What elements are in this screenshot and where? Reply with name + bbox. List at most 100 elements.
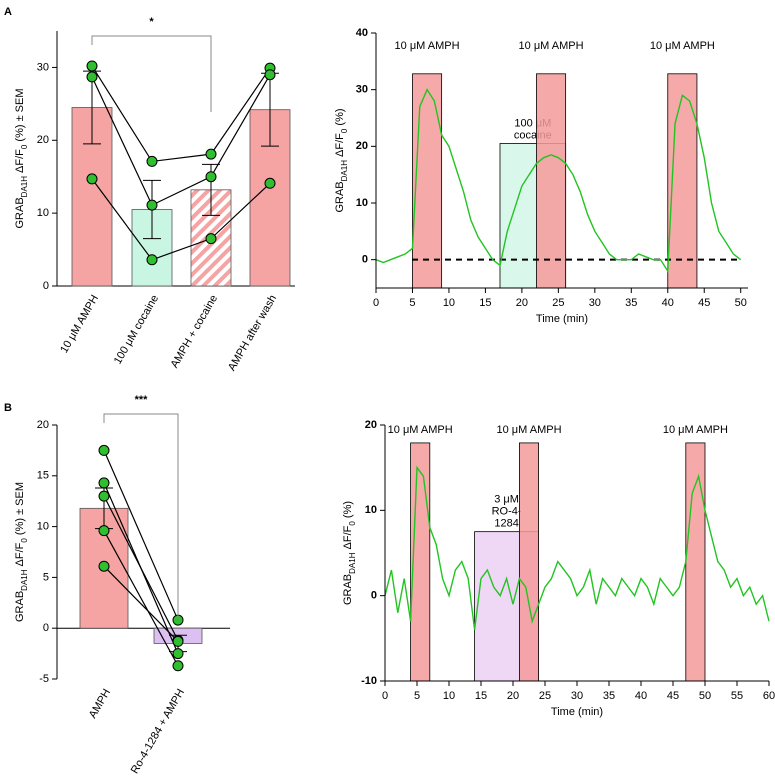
y-axis-label: GRABDA1H ΔF/F0 (%) ± SEM <box>14 88 29 228</box>
y-tick-label: 20 <box>365 419 377 431</box>
x-tick-label: 10 <box>443 297 455 309</box>
category-label: AMPH after wash <box>226 293 279 373</box>
region-label: 3 μM <box>494 494 519 506</box>
subject-line <box>91 65 271 163</box>
y-axis-label-part: (%) ± SEM <box>14 88 26 144</box>
x-tick-label: 30 <box>589 297 601 309</box>
subject-line <box>103 565 179 642</box>
y-tick-label: 40 <box>356 27 368 39</box>
region-label: 10 μM AMPH <box>496 424 561 436</box>
subject-point <box>98 490 110 502</box>
y-tick-label: 30 <box>356 84 368 96</box>
subject-line <box>91 74 271 206</box>
y-axis-label-part: GRAB <box>14 197 26 228</box>
y-axis-label-part: GRAB <box>14 591 26 622</box>
stimulus-region <box>536 73 567 289</box>
y-axis-label: GRABDA1H ΔF/F0 (%) <box>334 108 349 212</box>
x-tick-label: 10 <box>443 690 455 702</box>
y-tick-label: 0 <box>371 590 377 602</box>
x-tick-label: 20 <box>507 690 519 702</box>
subject-line <box>103 450 179 621</box>
subject-point <box>205 171 217 183</box>
y-axis-label-part: 0 <box>20 144 29 149</box>
x-tick-label: 45 <box>667 690 679 702</box>
y-tick-label: 15 <box>37 470 49 482</box>
subject-point <box>172 648 184 660</box>
significance-label: * <box>149 16 154 28</box>
x-tick-label: 60 <box>763 690 775 702</box>
y-axis-label-part: GRAB <box>342 574 354 605</box>
subject-point <box>264 177 276 189</box>
y-axis-label-part: DA1H <box>348 552 357 574</box>
x-tick-label: 0 <box>373 297 379 309</box>
category-label: 10 μM AMPH <box>58 293 101 355</box>
subject-point <box>86 60 98 72</box>
significance-label: *** <box>135 394 149 406</box>
subject-point <box>98 525 110 537</box>
subject-point <box>205 233 217 245</box>
y-axis-label-part: (%) <box>342 501 354 521</box>
panel-letter: B <box>4 402 12 414</box>
region-label: 10 μM AMPH <box>388 424 453 436</box>
y-axis-label-part: (%) ± SEM <box>14 482 26 538</box>
y-axis-label-part: GRAB <box>334 181 346 212</box>
category-label: 100 μM cocaine <box>112 293 161 366</box>
y-tick-label: 5 <box>43 571 49 583</box>
y-tick-label: 30 <box>37 61 49 73</box>
x-tick-label: 50 <box>699 690 711 702</box>
y-axis-label-part: DA1H <box>20 176 29 198</box>
y-tick-label: 10 <box>356 197 368 209</box>
x-tick-label: 5 <box>409 297 415 309</box>
y-axis-label: GRABDA1H ΔF/F0 (%) <box>342 501 357 605</box>
y-axis-label-part: 0 <box>20 538 29 543</box>
y-tick-label: 20 <box>37 419 49 431</box>
x-tick-label: 35 <box>603 690 615 702</box>
x-axis-label: Time (min) <box>536 313 588 325</box>
subject-point <box>146 155 158 167</box>
y-axis-label-part: DA1H <box>20 569 29 591</box>
trace <box>375 88 742 274</box>
subject-point <box>205 148 217 160</box>
region-label: 10 μM AMPH <box>395 40 460 52</box>
subject-line <box>103 495 179 641</box>
y-axis-label-part: 0 <box>340 128 349 133</box>
y-axis-label-part: ΔF/F <box>334 133 346 160</box>
x-tick-label: 40 <box>662 297 674 309</box>
y-tick-label: 20 <box>356 140 368 152</box>
x-axis-label: Time (min) <box>551 706 603 718</box>
y-axis-label-part: (%) <box>334 108 346 128</box>
y-tick-label: -10 <box>361 675 377 687</box>
subject-point <box>86 173 98 185</box>
trace <box>384 465 770 630</box>
x-tick-label: 35 <box>625 297 637 309</box>
x-tick-label: 55 <box>731 690 743 702</box>
subject-point <box>264 69 276 81</box>
stimulus-region <box>519 442 540 682</box>
subject-line <box>103 530 179 667</box>
x-tick-label: 45 <box>698 297 710 309</box>
x-tick-label: 30 <box>571 690 583 702</box>
region-label: 1284 <box>494 518 518 530</box>
x-tick-label: 25 <box>552 297 564 309</box>
subject-point <box>146 254 158 266</box>
region-label: RO-4- <box>492 506 522 518</box>
y-tick-label: 0 <box>43 280 49 292</box>
y-tick-label: 10 <box>37 207 49 219</box>
region-label: 10 μM AMPH <box>663 424 728 436</box>
y-axis-label-part: ΔF/F <box>342 525 354 552</box>
y-tick-label: 10 <box>37 521 49 533</box>
y-axis-label-part: ΔF/F <box>14 542 26 569</box>
significance-bracket <box>103 413 179 620</box>
subject-point <box>146 199 158 211</box>
category-label: AMPH <box>87 687 113 721</box>
x-tick-label: 25 <box>539 690 551 702</box>
category-label: AMPH + cocaine <box>169 293 221 370</box>
region-label: 10 μM AMPH <box>519 40 584 52</box>
x-tick-label: 20 <box>516 297 528 309</box>
subject-point <box>98 477 110 489</box>
y-tick-label: 10 <box>365 504 377 516</box>
y-axis-label-part: ΔF/F <box>14 149 26 176</box>
subject-point <box>98 560 110 572</box>
category-label: Ro-4-1284 + AMPH <box>129 687 187 776</box>
